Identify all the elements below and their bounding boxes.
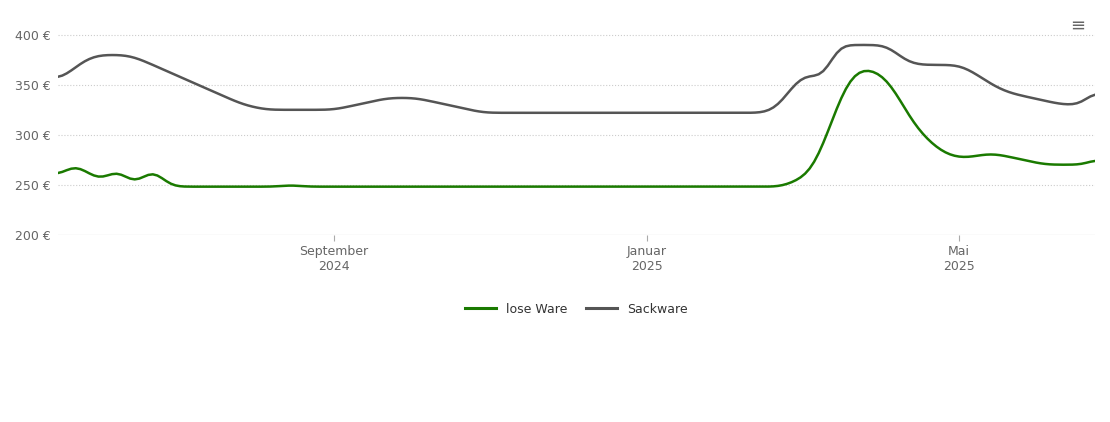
Legend: lose Ware, Sackware: lose Ware, Sackware: [460, 298, 693, 321]
Text: ≡: ≡: [1070, 17, 1086, 35]
